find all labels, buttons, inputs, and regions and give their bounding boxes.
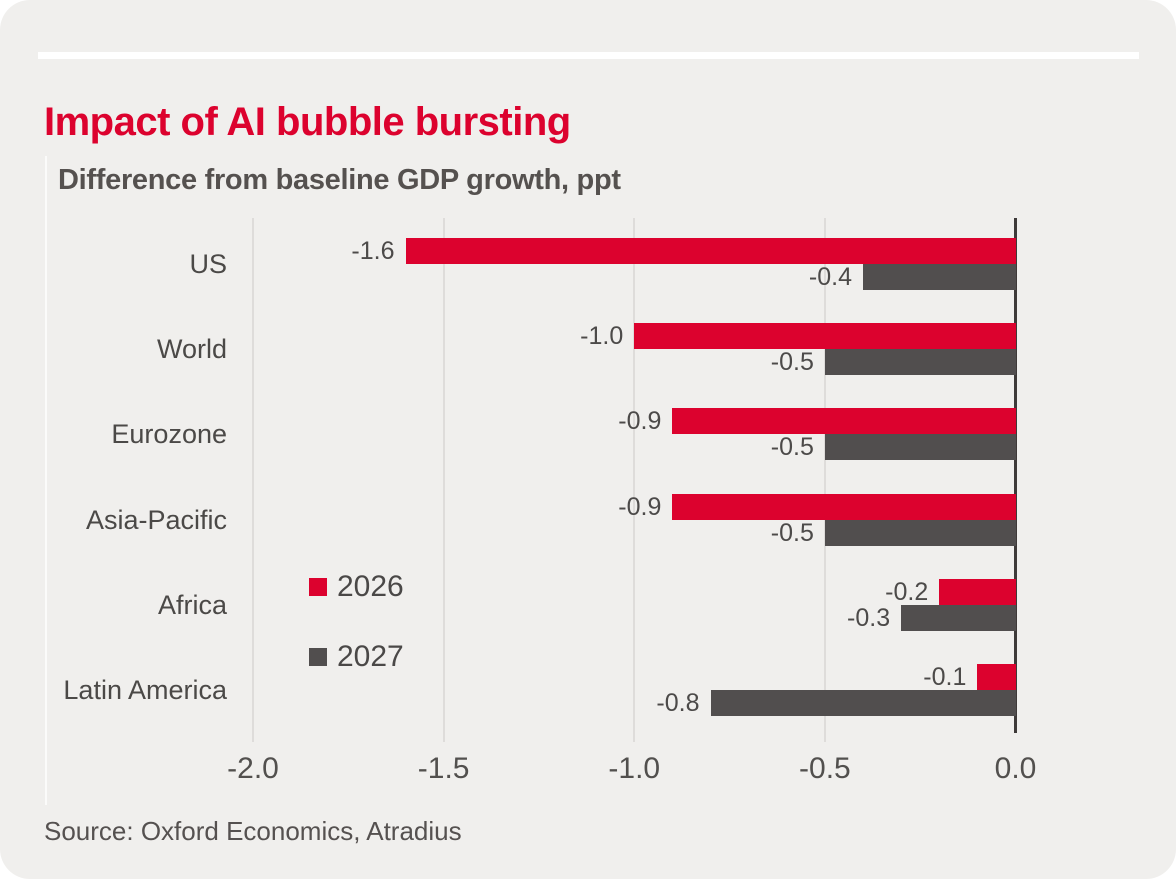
value-label-2026-eurozone: -0.9 [618,407,662,436]
bar-2026-latin-america [977,664,1016,690]
bar-2026-world [634,323,1016,350]
value-label-2026-us: -1.6 [351,237,395,265]
value-label-2026-latin-america: -0.1 [923,663,967,691]
bar-2026-eurozone [672,408,1016,435]
chart-title: Impact of AI bubble bursting [44,100,571,144]
value-label-2026-asia-pacific: -0.9 [618,492,662,521]
bar-2027-asia-pacific [824,519,1016,546]
source-attribution: Source: Oxford Economics, Atradius [44,816,462,846]
x-gridline--1.0 [633,218,636,742]
category-label-asia-pacific: Asia-Pacific [85,504,227,535]
x-gridline--1.5 [442,218,445,742]
category-label-eurozone: Eurozone [111,419,227,450]
value-label-2027-latin-america: -0.8 [656,689,700,717]
chart-subtitle: Difference from baseline GDP growth, ppt [58,164,621,196]
value-label-2027-eurozone: -0.5 [770,433,814,462]
value-label-2027-africa: -0.3 [847,603,891,632]
category-label-world: World [156,334,227,365]
x-tick-label--0.5: -0.5 [799,752,851,785]
value-label-2026-africa: -0.2 [885,577,929,606]
bar-2027-us [863,264,1016,290]
value-label-2027-asia-pacific: -0.5 [770,518,814,547]
bar-2026-asia-pacific [672,493,1016,520]
bar-2027-africa [901,604,1016,631]
bar-2027-eurozone [824,434,1016,461]
x-tick-label--1.0: -1.0 [608,752,661,785]
top-divider-rule [38,52,1139,59]
left-divider-rule [45,156,47,805]
legend-label-2026: 2026 [337,570,404,603]
value-label-2027-us: -0.4 [808,263,852,291]
bar-2026-africa [939,578,1016,605]
category-label-us: US [189,249,227,279]
value-label-2027-world: -0.5 [770,348,814,377]
value-label-2026-world: -1.0 [580,322,624,351]
bar-2027-world [824,349,1016,376]
legend-swatch-2026 [309,578,327,596]
x-tick-label--1.5: -1.5 [417,752,470,785]
category-label-africa: Africa [157,589,227,620]
bar-2026-us [405,238,1016,264]
x-gridline--0.5 [823,218,826,742]
zero-axis-line [1014,218,1017,733]
x-gridline--2.0 [252,218,254,742]
legend-label-2027: 2027 [337,640,404,673]
x-tick-label-0.0: 0.0 [994,752,1037,785]
x-tick-label--2.0: -2.0 [227,752,279,785]
bar-2027-latin-america [710,690,1016,716]
category-label-latin-america: Latin America [63,675,227,705]
legend-swatch-2027 [309,648,327,666]
